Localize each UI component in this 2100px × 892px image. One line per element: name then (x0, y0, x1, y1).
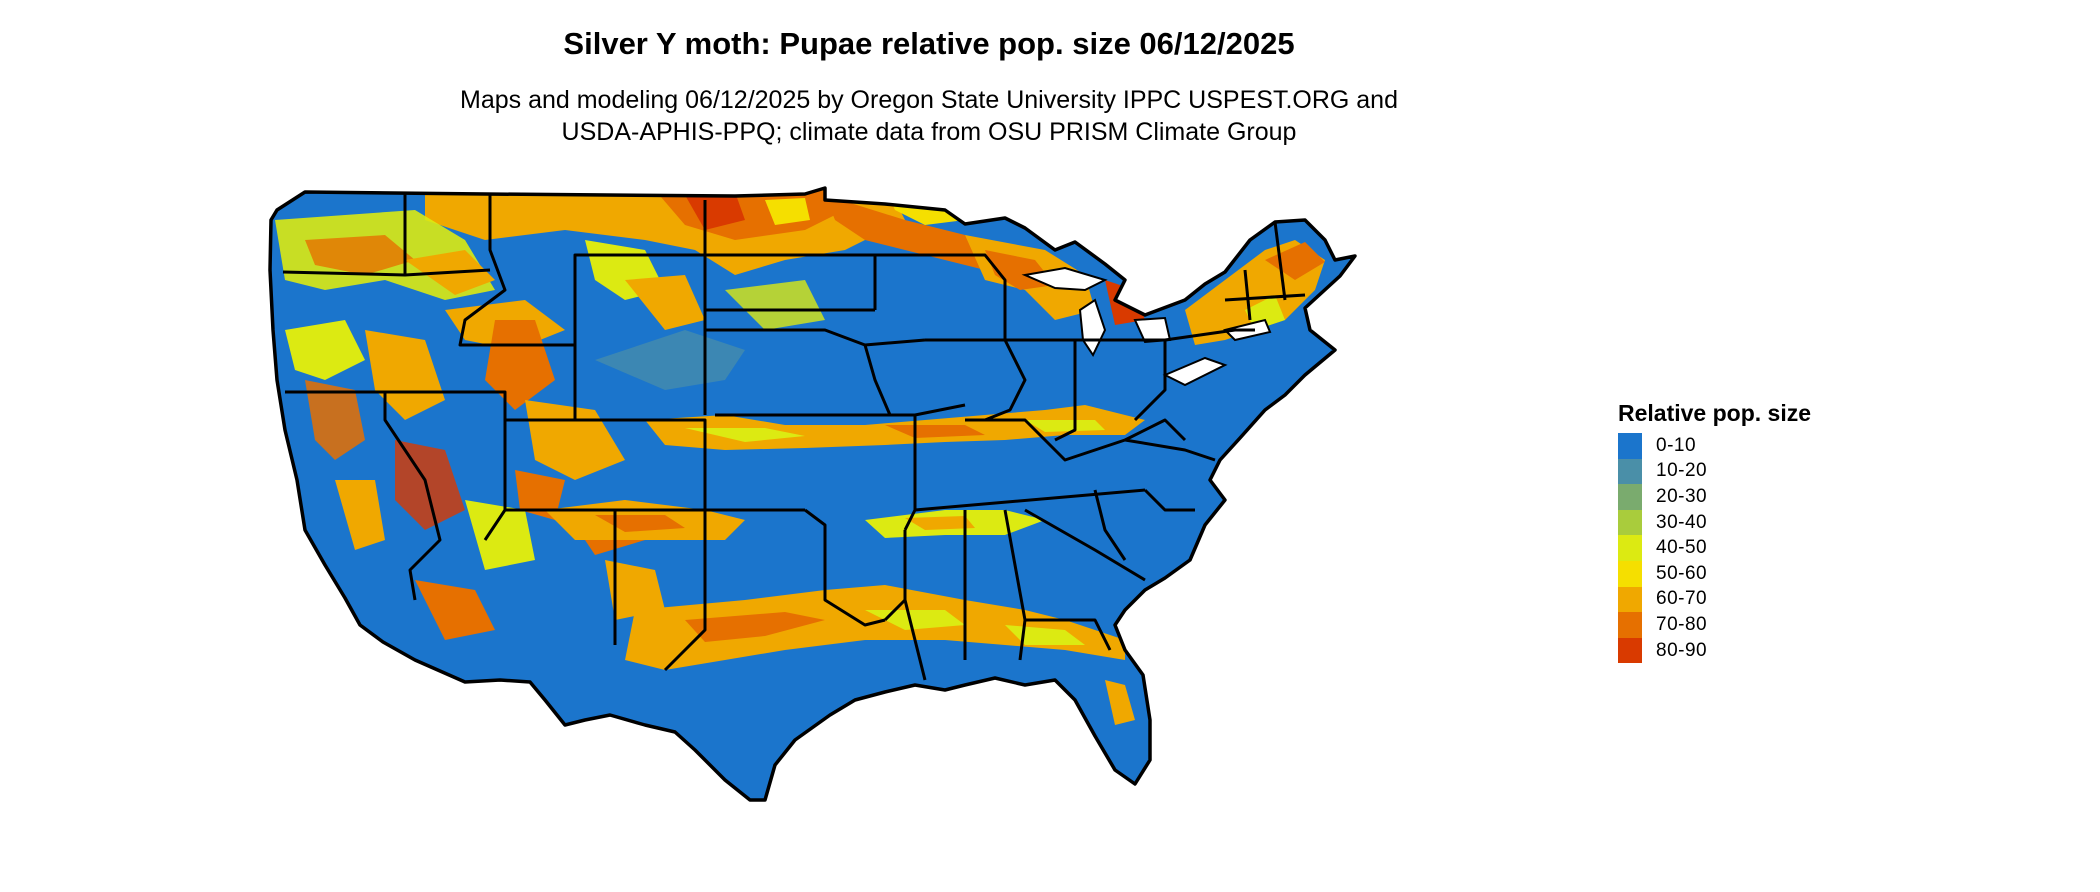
legend: Relative pop. size 0-10 10-20 20-30 30-40 40… (1618, 400, 1812, 664)
legend-label: 10-20 (1656, 460, 1708, 482)
map-subtitle: Maps and modeling 06/12/2025 by Oregon S… (0, 84, 1858, 148)
us-outline (268, 186, 1357, 802)
legend-label: 30-40 (1656, 511, 1708, 533)
legend-label: 60-70 (1656, 588, 1708, 610)
legend-swatch (1618, 484, 1642, 510)
legend-item: 60-70 (1618, 586, 1811, 613)
legend-label: 20-30 (1656, 485, 1708, 507)
state-borders (282, 194, 1306, 681)
legend-title: Relative pop. size (1618, 400, 1812, 426)
us-map (265, 180, 1585, 890)
map-title: Silver Y moth: Pupae relative pop. size … (563, 26, 1295, 61)
legend-item: 40-50 (1618, 535, 1811, 561)
legend-items: 0-10 10-20 20-30 30-40 40-50 50-60 60-70 70-80 8… (1618, 433, 1811, 664)
legend-label: 70-80 (1656, 613, 1708, 635)
legend-swatch (1618, 637, 1642, 664)
subtitle-line-1: Maps and modeling 06/12/2025 by Oregon S… (460, 86, 1398, 114)
legend-swatch (1618, 535, 1642, 561)
legend-label: 0-10 (1656, 434, 1697, 456)
legend-swatch (1618, 509, 1642, 536)
legend-swatch (1618, 433, 1642, 459)
map-raster (270, 188, 1355, 800)
legend-item: 10-20 (1618, 458, 1811, 485)
legend-swatch (1618, 612, 1642, 638)
legend-item: 80-90 (1618, 637, 1811, 664)
legend-swatch (1618, 560, 1642, 587)
legend-item: 20-30 (1618, 484, 1811, 510)
legend-item: 0-10 (1618, 433, 1811, 459)
legend-label: 50-60 (1656, 562, 1708, 584)
legend-item: 70-80 (1618, 612, 1811, 638)
legend-label: 40-50 (1656, 537, 1708, 559)
legend-item: 50-60 (1618, 560, 1811, 587)
legend-swatch (1618, 586, 1642, 613)
subtitle-line-2: USDA-APHIS-PPQ; climate data from OSU PR… (561, 118, 1297, 146)
legend-label: 80-90 (1656, 639, 1708, 661)
legend-swatch (1618, 458, 1642, 485)
legend-item: 30-40 (1618, 509, 1811, 536)
